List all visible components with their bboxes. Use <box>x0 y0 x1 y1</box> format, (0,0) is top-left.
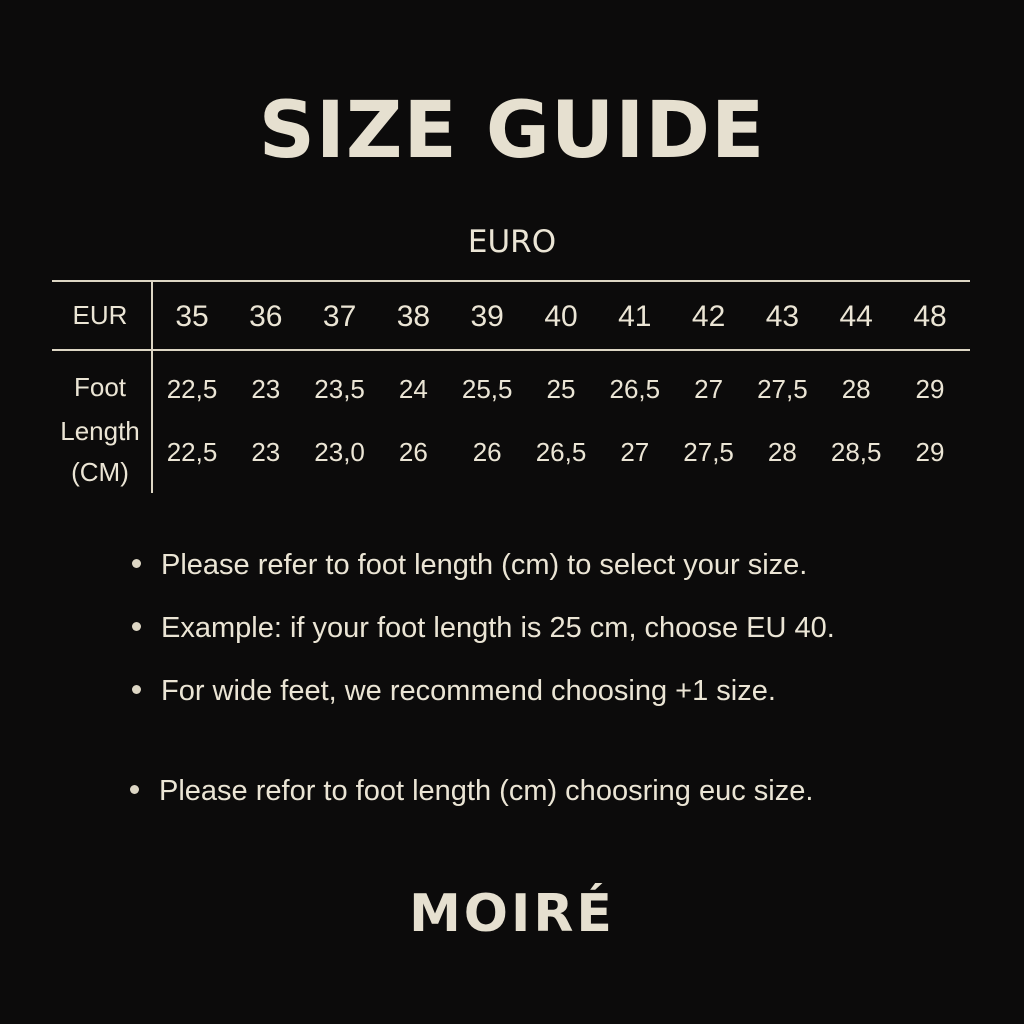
size-cell: 44 <box>839 300 873 333</box>
foot-length-cell: 28 <box>767 437 797 467</box>
note-text: For wide feet, we recommend choosing +1 … <box>161 675 776 707</box>
divider <box>52 349 970 351</box>
header-label: EUR <box>72 300 128 330</box>
size-cell: 35 <box>175 300 209 333</box>
table-subtitle: EURO <box>467 224 557 260</box>
foot-length-cell: 27,5 <box>757 374 808 404</box>
size-cell: 48 <box>913 300 947 333</box>
brand-logo: MOIRÉ <box>409 884 615 944</box>
foot-length-cell: 27 <box>694 374 724 404</box>
note-text: Please refor to foot length (cm) choosri… <box>159 775 814 807</box>
foot-length-cell: 23 <box>251 437 281 467</box>
size-cell: 41 <box>618 300 652 333</box>
row-label: Foot <box>73 372 127 402</box>
page-title: SIZE GUIDE <box>258 86 766 176</box>
bullet-icon <box>132 684 141 694</box>
bullet-icon <box>130 784 139 794</box>
foot-length-cell: 22,5 <box>166 374 218 404</box>
note-item: Please refer to foot length (cm) to sele… <box>132 549 807 582</box>
foot-length-cell: 27,5 <box>683 437 734 467</box>
note-text: Example: if your foot length is 25 cm, c… <box>161 612 835 644</box>
foot-length-cell: 27 <box>620 437 650 467</box>
size-cell: 40 <box>544 300 578 333</box>
foot-length-cell: 28,5 <box>830 437 882 467</box>
bullet-icon <box>132 621 141 631</box>
row-label: Length <box>60 416 140 446</box>
foot-length-cell: 29 <box>915 437 945 467</box>
row-label: (CM) <box>71 457 129 487</box>
foot-length-cell: 23 <box>251 374 281 404</box>
foot-length-cell: 25,5 <box>461 374 513 404</box>
foot-length-cell: 25 <box>546 374 576 404</box>
foot-length-cell: 26 <box>398 437 428 467</box>
foot-length-cell: 23,0 <box>314 437 365 467</box>
size-cell: 37 <box>322 300 357 333</box>
foot-length-cell: 23,5 <box>314 374 365 404</box>
divider <box>151 282 153 493</box>
foot-length-cell: 22,5 <box>166 437 218 467</box>
size-cell: 39 <box>470 300 504 333</box>
size-cell: 42 <box>691 300 726 333</box>
foot-length-cell: 26,5 <box>609 374 661 404</box>
note-item: Example: if your foot length is 25 cm, c… <box>132 612 835 645</box>
foot-length-cell: 26,5 <box>535 437 587 467</box>
note-item: Please refor to foot length (cm) choosri… <box>130 775 813 808</box>
note-item: For wide feet, we recommend choosing +1 … <box>132 675 776 708</box>
note-text: Please refer to foot length (cm) to sele… <box>161 549 808 581</box>
foot-length-cell: 24 <box>398 374 428 404</box>
size-cell: 38 <box>396 300 431 333</box>
foot-length-cell: 28 <box>841 374 871 404</box>
divider <box>52 280 970 282</box>
bullet-icon <box>132 558 141 568</box>
foot-length-cell: 26 <box>472 437 502 467</box>
size-cell: 43 <box>765 300 800 333</box>
foot-length-cell: 29 <box>915 374 945 404</box>
size-cell: 36 <box>249 300 283 333</box>
